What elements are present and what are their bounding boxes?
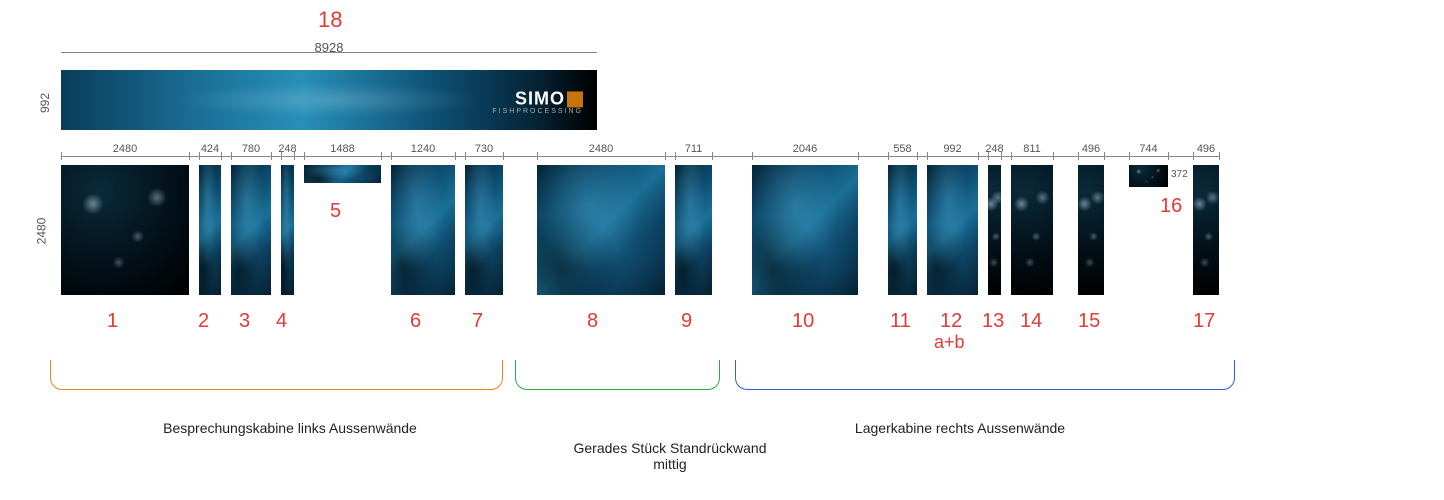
panel-5 [304,165,381,183]
panel-2-label: 2 [198,310,209,333]
panel-14 [1011,165,1053,295]
section-label-3: Lagerkabine rechts Aussenwände [830,420,1090,436]
panel-8-width-dim: 2480 [583,143,619,155]
panel-11 [888,165,917,295]
panel-3-label: 3 [239,310,250,333]
panel-8 [537,165,665,295]
panel-1-label: 1 [107,310,118,333]
banner-panel: SIMOFISHPROCESSING [61,70,597,130]
panel-12-width-dim: 992 [935,143,971,155]
panel-1-width-dim: 2480 [107,143,143,155]
panel-5-label: 5 [330,200,341,223]
panel-12-label: 12 [940,310,962,333]
panel-10 [752,165,858,295]
logo-square-icon [567,92,583,108]
panel-16 [1129,165,1168,187]
panel-17-label: 17 [1193,310,1215,333]
section-bracket-1 [50,360,503,390]
panel-4 [281,165,294,295]
logo-text: SIMO [515,88,565,108]
dim-tick [1219,152,1220,160]
panel-13-label: 13 [982,310,1004,333]
section-label-2: Gerades Stück Standrückwandmittig [540,440,800,472]
panel-17 [1193,165,1219,295]
panel-1 [61,165,189,295]
panel-16-label: 16 [1160,195,1182,218]
panel-10-label: 10 [792,310,814,333]
panel-4-label: 4 [276,310,287,333]
panel-12 [927,165,978,295]
panel-14-width-dim: 811 [1014,143,1050,155]
panel-16-width-dim: 744 [1131,143,1167,155]
panel-9-label: 9 [681,310,692,333]
logo-subtext: FISHPROCESSING [492,108,583,115]
section-bracket-2 [515,360,720,390]
panel-11-label: 11 [890,310,911,333]
panel-14-label: 14 [1020,310,1042,333]
panel-3-width-dim: 780 [233,143,269,155]
panel-13 [988,165,1001,295]
logo: SIMO [515,88,583,109]
panel-9-width-dim: 711 [676,143,712,155]
banner-height-dim: 992 [38,93,52,113]
panel-6 [391,165,455,295]
panel-16-height-dim: 372 [1171,169,1188,180]
panel-7-width-dim: 730 [466,143,502,155]
panel-3 [231,165,271,295]
panel-7-label: 7 [472,310,483,333]
panel-5-width-dim: 1488 [325,143,361,155]
panel-6-label: 6 [410,310,421,333]
panel-6-width-dim: 1240 [405,143,441,155]
panel-9 [675,165,712,295]
panel-15-label: 15 [1078,310,1100,333]
panel-10-width-dim: 2046 [787,143,823,155]
panel-13-width-dim: 248 [977,143,1013,155]
panel-12-sublabel: a+b [934,332,965,353]
panel-7 [465,165,503,295]
panel-11-width-dim: 558 [885,143,921,155]
panel-8-label: 8 [587,310,598,333]
row-height-dim: 2480 [34,218,48,245]
panel-2-width-dim: 424 [192,143,228,155]
panel-15 [1078,165,1104,295]
banner-width-dim: 8928 [309,40,349,55]
section-label-1: Besprechungskabine links Aussenwände [160,420,420,436]
section-bracket-3 [735,360,1235,390]
panel-2 [199,165,221,295]
panel-4-width-dim: 248 [270,143,306,155]
banner-panel-id: 18 [318,7,342,33]
row-dim-line [61,156,1219,157]
